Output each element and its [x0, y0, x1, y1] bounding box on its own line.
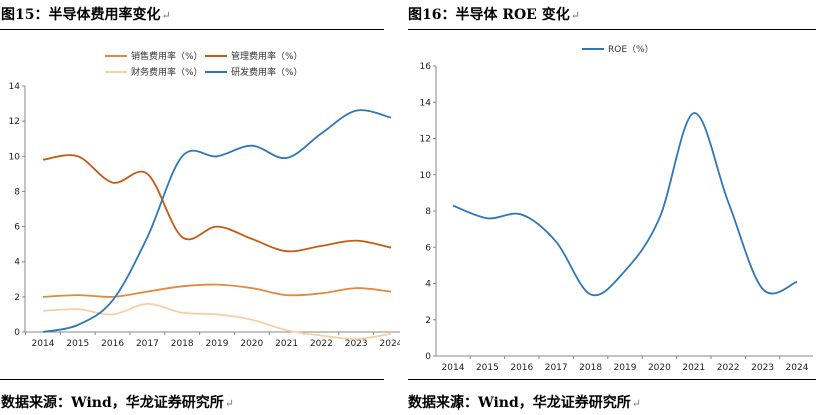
- right-series-line-1: [452, 112, 798, 297]
- left-y-tick-label: 8: [14, 187, 20, 197]
- figure-16-return-mark: ↵: [570, 9, 580, 22]
- right-y-tick-label: 6: [425, 243, 431, 253]
- left-series-line-4: [42, 109, 392, 333]
- left-x-tick-label: 2015: [66, 339, 89, 349]
- left-x-tick-label: 2024: [380, 339, 400, 349]
- right-series-1-point: [796, 280, 799, 283]
- right-series-1-point: [486, 217, 489, 220]
- figure-16-source-text: 数据来源：Wind，华龙证券研究所: [408, 395, 631, 411]
- left-y-tick-label: 0: [14, 328, 20, 338]
- right-y-tick-label: 10: [420, 171, 432, 181]
- right-x-tick-label: 2023: [751, 363, 774, 373]
- bottom-rule-left: [0, 379, 384, 380]
- right-y-tick-label: 4: [425, 280, 431, 290]
- left-legend-label-3: 财务费用率（%）: [131, 66, 203, 78]
- left-legend-label-4: 研发费用率（%）: [231, 66, 303, 78]
- left-series-line-1: [42, 283, 392, 298]
- right-x-tick-label: 2024: [786, 363, 809, 373]
- right-x-tick-label: 2019: [614, 363, 637, 373]
- left-x-tick-label: 2016: [101, 339, 124, 349]
- top-rule-right: [408, 29, 816, 30]
- right-y-tick-label: 16: [420, 62, 432, 72]
- left-y-tick-label: 10: [9, 152, 21, 162]
- right-x-tick-label: 2021: [682, 363, 705, 373]
- left-x-tick-label: 2019: [206, 339, 229, 349]
- right-series-1-point: [555, 240, 558, 243]
- right-x-tick-label: 2020: [648, 363, 671, 373]
- right-y-tick-label: 8: [425, 207, 431, 217]
- right-y-tick-label: 14: [420, 98, 432, 108]
- right-series-1-point: [761, 288, 764, 291]
- right-x-tick-label: 2018: [579, 363, 602, 373]
- left-x-tick-label: 2017: [136, 339, 159, 349]
- left-y-tick-label: 12: [9, 117, 20, 127]
- left-x-tick-label: 2020: [240, 339, 263, 349]
- expense-ratio-chart: 0 2 4 6 8 10 12 14 2014 2015 2016 2017 2018 2019 2020 2…: [9, 50, 400, 349]
- left-x-tick-label: 2021: [275, 339, 298, 349]
- bottom-rule-right: [408, 379, 816, 380]
- right-series-1-point: [589, 293, 592, 296]
- right-x-tick-label: 2016: [510, 363, 533, 373]
- roe-chart: 0 2 4 6 8 10 12 14 16 2014 2015 2016 2017 2018 2019 202…: [420, 44, 813, 373]
- figure-15-source-text: 数据来源：Wind，华龙证券研究所: [1, 395, 224, 411]
- left-series-line-2: [42, 154, 392, 253]
- right-series-1-point: [727, 201, 730, 204]
- right-x-tick-label: 2017: [545, 363, 568, 373]
- right-y-tick-label: 12: [420, 135, 431, 145]
- left-y-tick-label: 4: [14, 258, 20, 268]
- left-series-line-3: [42, 302, 392, 340]
- figure-15-source: 数据来源：Wind，华龙证券研究所↵: [1, 392, 234, 412]
- figure-16-source-return-mark: ↵: [631, 397, 641, 410]
- left-legend-label-2: 管理费用率（%）: [231, 50, 303, 62]
- right-y-tick-label: 2: [425, 316, 431, 326]
- right-series-1-point: [520, 213, 523, 216]
- figure-16-source: 数据来源：Wind，华龙证券研究所↵: [408, 392, 641, 412]
- right-x-tick-label: 2014: [442, 363, 465, 373]
- figure-15-return-mark: ↵: [161, 9, 171, 22]
- left-y-tick-label: 14: [9, 82, 21, 92]
- right-x-tick-label: 2022: [717, 363, 740, 373]
- figure-15-title-text: 图15：半导体费用率变化: [1, 7, 161, 23]
- figure-16-title-text: 图16：半导体 ROE 变化: [408, 7, 570, 23]
- top-rule-left: [0, 29, 384, 30]
- left-legend-label-1: 销售费用率（%）: [131, 50, 203, 62]
- right-legend-label-1: ROE（%）: [608, 44, 654, 55]
- right-series-1-point: [452, 204, 455, 207]
- left-y-tick-label: 2: [14, 293, 20, 303]
- left-x-tick-label: 2018: [171, 339, 194, 349]
- right-series-1-point: [624, 269, 627, 272]
- right-series-1-point: [692, 112, 695, 115]
- figure-15-title: 图15：半导体费用率变化↵: [1, 4, 171, 24]
- figure-15-source-return-mark: ↵: [224, 397, 234, 410]
- left-x-tick-label: 2014: [32, 339, 55, 349]
- right-x-tick-label: 2015: [476, 363, 499, 373]
- right-series-1-point: [658, 217, 661, 220]
- figure-16-title: 图16：半导体 ROE 变化↵: [408, 4, 580, 24]
- left-y-tick-label: 6: [14, 223, 20, 233]
- text-cursor: [458, 394, 459, 410]
- left-x-tick-label: 2022: [310, 339, 333, 349]
- right-y-tick-label: 0: [425, 352, 431, 362]
- left-x-tick-label: 2023: [345, 339, 368, 349]
